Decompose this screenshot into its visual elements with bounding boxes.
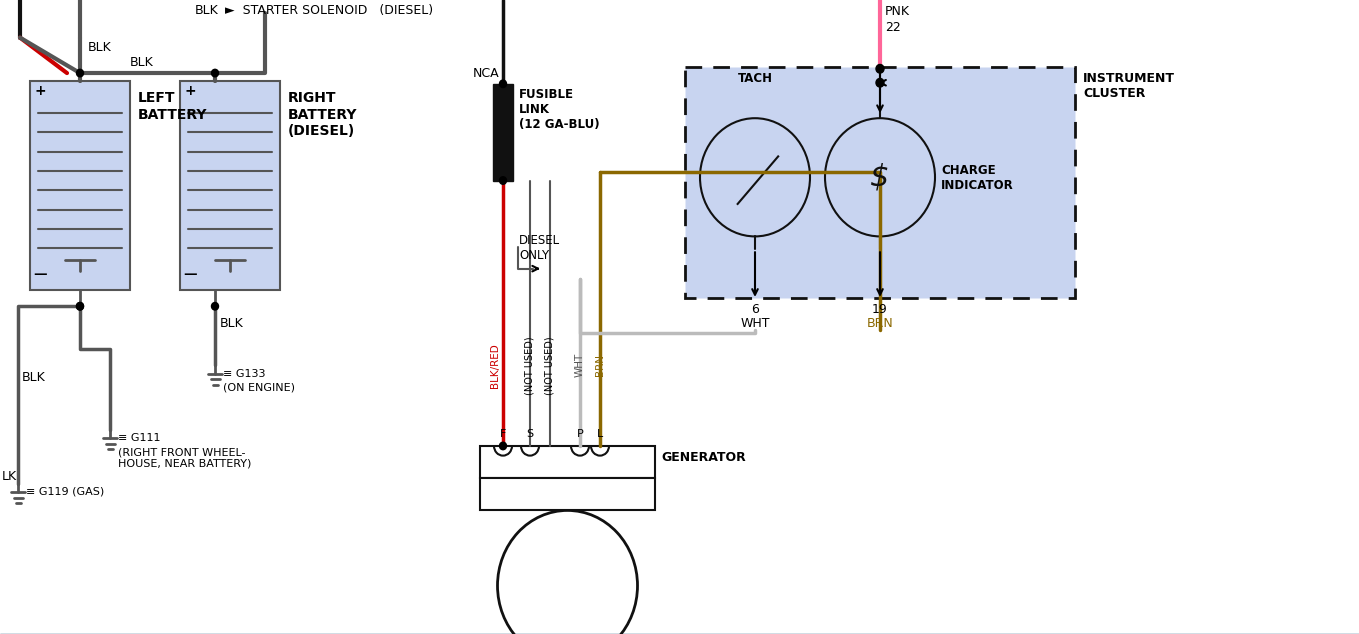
Text: ─: ─ xyxy=(34,266,46,285)
Text: (NOT USED): (NOT USED) xyxy=(545,336,554,395)
Text: ≡ G111: ≡ G111 xyxy=(118,433,160,443)
Text: DIESEL
ONLY: DIESEL ONLY xyxy=(519,234,560,262)
Text: F: F xyxy=(500,429,506,439)
Circle shape xyxy=(76,302,83,310)
Text: ≡ G133: ≡ G133 xyxy=(223,368,265,378)
Text: ►  STARTER SOLENOID   (DIESEL): ► STARTER SOLENOID (DIESEL) xyxy=(226,4,434,17)
Text: WHT: WHT xyxy=(575,353,584,377)
Circle shape xyxy=(877,79,883,87)
Bar xyxy=(30,81,130,290)
Text: BLK: BLK xyxy=(130,56,154,69)
Text: RIGHT
BATTERY
(DIESEL): RIGHT BATTERY (DIESEL) xyxy=(288,91,357,138)
Text: (RIGHT FRONT WHEEL-
HOUSE, NEAR BATTERY): (RIGHT FRONT WHEEL- HOUSE, NEAR BATTERY) xyxy=(118,447,251,469)
Text: LK: LK xyxy=(1,470,18,482)
Circle shape xyxy=(76,302,83,310)
Text: LEFT
BATTERY: LEFT BATTERY xyxy=(139,91,208,122)
Text: ─: ─ xyxy=(183,266,196,285)
Circle shape xyxy=(500,442,507,450)
Text: FUSIBLE
LINK
(12 GA-BLU): FUSIBLE LINK (12 GA-BLU) xyxy=(519,88,599,131)
Text: $: $ xyxy=(870,163,890,192)
Circle shape xyxy=(500,80,507,87)
Text: TACH: TACH xyxy=(738,72,772,85)
Text: 22: 22 xyxy=(885,22,901,34)
Circle shape xyxy=(877,65,883,73)
Text: +: + xyxy=(34,84,46,98)
Text: BLK: BLK xyxy=(88,41,111,54)
Text: BRN: BRN xyxy=(867,317,893,330)
Circle shape xyxy=(212,302,219,310)
Text: P: P xyxy=(576,429,583,439)
Text: (ON ENGINE): (ON ENGINE) xyxy=(223,382,295,392)
Text: (NOT USED): (NOT USED) xyxy=(525,336,535,395)
Circle shape xyxy=(212,69,219,77)
Bar xyxy=(493,84,512,181)
Text: INSTRUMENT
CLUSTER: INSTRUMENT CLUSTER xyxy=(1083,72,1176,100)
Bar xyxy=(480,446,655,478)
Text: 6: 6 xyxy=(752,303,758,316)
Text: BLK/RED: BLK/RED xyxy=(491,343,500,388)
Bar xyxy=(480,478,655,510)
Text: BLK: BLK xyxy=(22,371,46,384)
Text: WHT: WHT xyxy=(741,317,769,330)
Circle shape xyxy=(76,69,83,77)
Text: NCA: NCA xyxy=(473,67,500,80)
Text: GENERATOR: GENERATOR xyxy=(660,451,746,464)
Circle shape xyxy=(500,177,507,184)
FancyBboxPatch shape xyxy=(685,67,1075,297)
Text: 19: 19 xyxy=(872,303,887,316)
Text: BRN: BRN xyxy=(595,354,605,377)
Text: BLK: BLK xyxy=(194,4,219,17)
Text: BLK: BLK xyxy=(220,317,243,330)
Text: CHARGE
INDICATOR: CHARGE INDICATOR xyxy=(940,164,1014,192)
Text: ≡ G119 (GAS): ≡ G119 (GAS) xyxy=(26,487,105,497)
Bar xyxy=(179,81,280,290)
Text: PNK: PNK xyxy=(885,5,911,18)
Text: L: L xyxy=(597,429,603,439)
Text: S: S xyxy=(526,429,534,439)
Text: +: + xyxy=(183,84,196,98)
